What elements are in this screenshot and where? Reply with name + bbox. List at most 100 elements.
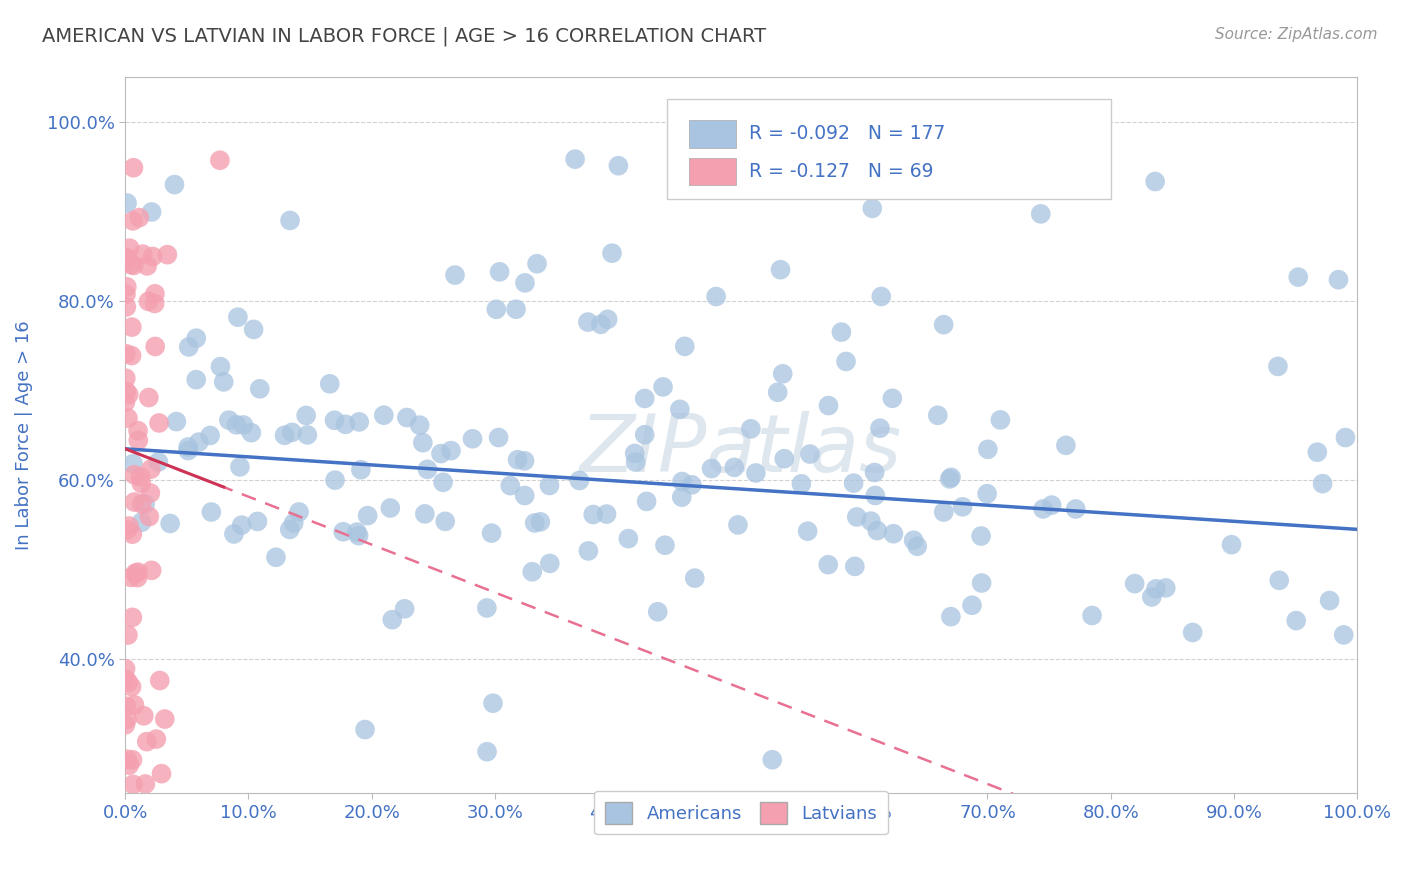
- Point: [623, 446, 645, 460]
- Point: [683, 571, 706, 585]
- Point: [115, 712, 138, 726]
- Point: [121, 610, 143, 624]
- Point: [481, 526, 503, 541]
- Point: [115, 300, 138, 314]
- Point: [522, 565, 544, 579]
- Text: Source: ZipAtlas.com: Source: ZipAtlas.com: [1215, 27, 1378, 42]
- Point: [187, 435, 209, 450]
- Point: [568, 474, 591, 488]
- Point: [1319, 593, 1341, 607]
- Point: [607, 159, 630, 173]
- Point: [141, 563, 163, 577]
- Point: [1285, 614, 1308, 628]
- Point: [354, 723, 377, 737]
- FancyBboxPatch shape: [689, 158, 737, 185]
- Point: [1312, 476, 1334, 491]
- Point: [513, 454, 536, 468]
- Point: [1334, 431, 1357, 445]
- Point: [1220, 538, 1243, 552]
- Point: [229, 459, 252, 474]
- Point: [159, 516, 181, 531]
- Point: [295, 409, 318, 423]
- Point: [118, 519, 141, 533]
- Point: [440, 443, 463, 458]
- Point: [323, 413, 346, 427]
- Point: [434, 514, 457, 528]
- Point: [335, 417, 357, 432]
- Point: [589, 318, 612, 332]
- Point: [122, 467, 145, 482]
- Point: [141, 205, 163, 219]
- Point: [960, 599, 983, 613]
- Point: [513, 276, 536, 290]
- Point: [246, 515, 269, 529]
- Point: [624, 455, 647, 469]
- Point: [131, 497, 153, 511]
- Point: [790, 476, 813, 491]
- Point: [142, 250, 165, 264]
- Point: [114, 662, 136, 676]
- Point: [121, 320, 143, 334]
- Point: [529, 515, 551, 529]
- Point: [538, 478, 561, 492]
- Point: [681, 478, 703, 492]
- Point: [796, 524, 818, 538]
- Point: [475, 745, 498, 759]
- Point: [952, 500, 974, 514]
- Point: [163, 178, 186, 192]
- Point: [860, 202, 883, 216]
- Point: [346, 525, 368, 540]
- Point: [1333, 628, 1355, 642]
- Point: [817, 558, 839, 572]
- Point: [114, 395, 136, 409]
- Point: [135, 734, 157, 748]
- Point: [903, 533, 925, 548]
- Point: [488, 431, 510, 445]
- Point: [1144, 175, 1167, 189]
- Point: [118, 241, 141, 255]
- Point: [121, 527, 143, 541]
- FancyBboxPatch shape: [689, 120, 737, 147]
- Point: [1327, 273, 1350, 287]
- Point: [240, 425, 263, 440]
- Point: [865, 488, 887, 502]
- Point: [461, 432, 484, 446]
- Point: [970, 529, 993, 543]
- Point: [505, 302, 527, 317]
- Point: [652, 380, 675, 394]
- Point: [673, 339, 696, 353]
- Point: [905, 539, 928, 553]
- Point: [596, 312, 619, 326]
- Point: [671, 475, 693, 489]
- Point: [938, 472, 960, 486]
- Y-axis label: In Labor Force | Age > 16: In Labor Force | Age > 16: [15, 320, 32, 550]
- Point: [347, 529, 370, 543]
- Text: R = -0.092   N = 177: R = -0.092 N = 177: [748, 125, 945, 144]
- Point: [654, 538, 676, 552]
- Point: [115, 347, 138, 361]
- Point: [526, 257, 548, 271]
- Point: [970, 576, 993, 591]
- Point: [977, 442, 1000, 457]
- Point: [134, 497, 156, 511]
- Point: [430, 447, 453, 461]
- Point: [323, 473, 346, 487]
- Point: [1032, 502, 1054, 516]
- Point: [115, 251, 138, 265]
- Text: AMERICAN VS LATVIAN IN LABOR FORCE | AGE > 16 CORRELATION CHART: AMERICAN VS LATVIAN IN LABOR FORCE | AGE…: [42, 27, 766, 46]
- Point: [835, 354, 858, 368]
- Point: [118, 387, 141, 401]
- Point: [145, 732, 167, 747]
- Point: [132, 247, 155, 261]
- Point: [416, 462, 439, 476]
- Point: [208, 153, 231, 168]
- Point: [138, 391, 160, 405]
- Point: [576, 315, 599, 329]
- Point: [1181, 625, 1204, 640]
- Point: [128, 211, 150, 225]
- Point: [249, 382, 271, 396]
- Point: [165, 415, 187, 429]
- Point: [395, 410, 418, 425]
- Point: [671, 490, 693, 504]
- Point: [863, 466, 886, 480]
